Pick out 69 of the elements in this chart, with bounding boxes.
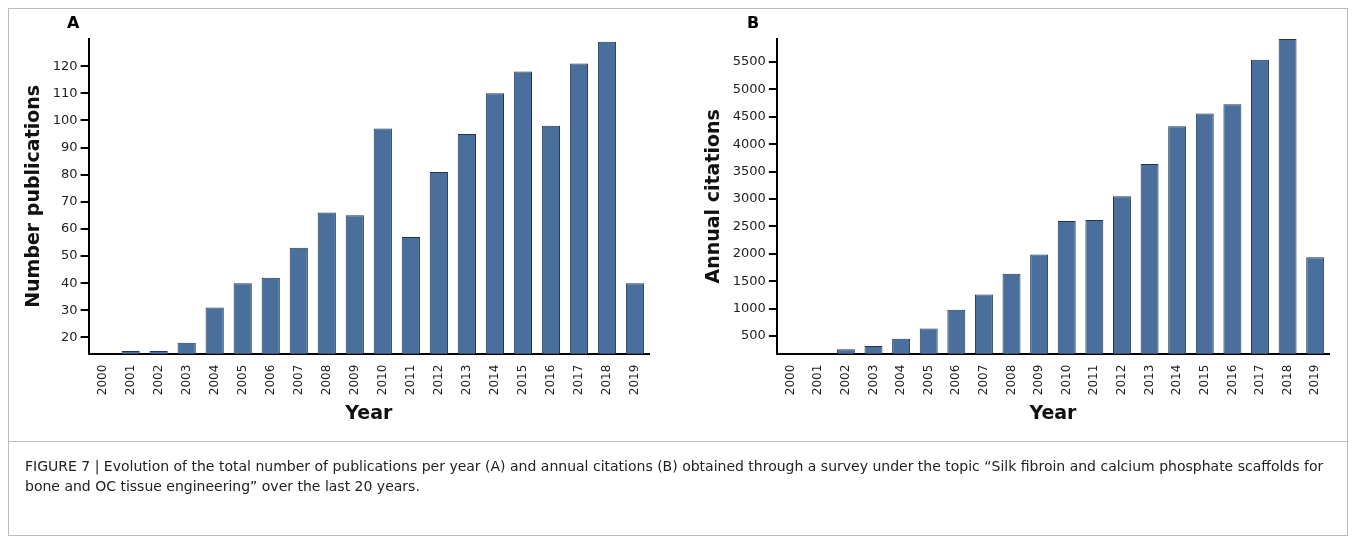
y-axis-title: Annual citations xyxy=(701,109,724,284)
x-tick-label: 2011 xyxy=(402,364,417,396)
y-tick-label: 2000 xyxy=(732,245,766,261)
y-tick-label: 2500 xyxy=(732,217,766,233)
x-tick-label: 2007 xyxy=(976,364,991,396)
x-tick-label: 2010 xyxy=(1058,364,1073,396)
y-tick-label: 1000 xyxy=(732,300,766,316)
x-tick-label: 2004 xyxy=(206,364,221,396)
y-tick-label: 30 xyxy=(61,301,78,317)
x-tick-label: 2008 xyxy=(318,364,333,396)
y-tick-label: 50 xyxy=(61,247,78,263)
x-tick-label: 2015 xyxy=(1196,364,1211,396)
x-tick-label: 2000 xyxy=(94,364,109,396)
x-tick-label: 2016 xyxy=(1224,364,1239,396)
x-tick-label: 2018 xyxy=(599,364,614,396)
x-tick-label: 2010 xyxy=(374,364,389,396)
x-tick-label: 2003 xyxy=(865,364,880,396)
x-tick-label: 2015 xyxy=(515,364,530,396)
x-tick-label: 2012 xyxy=(1114,364,1129,396)
x-tick-label: 2017 xyxy=(571,364,586,396)
y-tick-label: 70 xyxy=(61,193,78,209)
x-tick-label: 2000 xyxy=(782,364,797,396)
y-tick-label: 80 xyxy=(61,166,78,181)
x-tick-label: 2005 xyxy=(234,364,249,396)
y-tick-label: 90 xyxy=(61,138,78,154)
x-tick-label: 2018 xyxy=(1279,364,1294,396)
y-axis-title: Number publications xyxy=(21,84,44,308)
x-tick-label: 2007 xyxy=(290,364,305,396)
y-tick-label: 100 xyxy=(52,111,78,127)
x-tick-label: 2013 xyxy=(1141,364,1156,396)
x-tick-label: 2011 xyxy=(1086,364,1101,396)
chart-title: B xyxy=(747,13,760,32)
x-axis-title: Year xyxy=(1028,400,1078,423)
y-tick-label: 40 xyxy=(61,274,78,290)
y-tick-label: 120 xyxy=(52,57,78,73)
x-tick-label: 2003 xyxy=(178,364,193,396)
x-tick-label: 2019 xyxy=(1307,364,1322,396)
x-tick-label: 2019 xyxy=(627,364,642,396)
x-tick-label: 2008 xyxy=(1003,364,1018,396)
x-tick-label: 2006 xyxy=(948,364,963,396)
x-tick-label: 2014 xyxy=(487,364,502,396)
y-tick-label: 5000 xyxy=(732,80,766,96)
y-tick-label: 3000 xyxy=(732,190,766,206)
y-tick-label: 500 xyxy=(741,327,766,343)
x-tick-label: 2006 xyxy=(262,364,277,396)
x-tick-label: 2017 xyxy=(1252,364,1267,396)
y-tick-label: 3500 xyxy=(732,163,766,179)
y-tick-label: 60 xyxy=(61,220,78,236)
y-tick-label: 110 xyxy=(52,84,78,100)
y-tick-label: 4500 xyxy=(732,108,766,124)
y-tick-label: 20 xyxy=(61,328,78,344)
x-axis-title: Year xyxy=(344,400,393,423)
x-tick-label: 2002 xyxy=(150,364,165,396)
y-tick-label: 1500 xyxy=(732,272,766,288)
x-tick-label: 2004 xyxy=(893,364,908,396)
x-tick-label: 2016 xyxy=(543,364,558,396)
x-tick-label: 2014 xyxy=(1169,364,1184,396)
x-tick-label: 2001 xyxy=(810,364,825,396)
chart-title: A xyxy=(67,13,80,32)
x-tick-label: 2013 xyxy=(459,364,473,396)
x-tick-label: 2012 xyxy=(430,364,445,396)
x-tick-label: 2002 xyxy=(838,364,853,396)
y-tick-label: 4000 xyxy=(732,135,766,151)
x-tick-label: 2009 xyxy=(346,364,361,396)
x-tick-label: 2009 xyxy=(1031,364,1046,396)
y-tick-label: 5500 xyxy=(732,53,766,69)
caption: FIGURE 7 | Evolution of the total number of publications per year (A) and annual citations (B) obtained through a survey under the topic “Silk fibroin and calcium phosphate scaffolds for bone and OC tissue engineering” over the last 20 years. xyxy=(25,457,1325,497)
x-tick-label: 2005 xyxy=(920,364,935,396)
x-tick-label: 2001 xyxy=(122,364,137,396)
